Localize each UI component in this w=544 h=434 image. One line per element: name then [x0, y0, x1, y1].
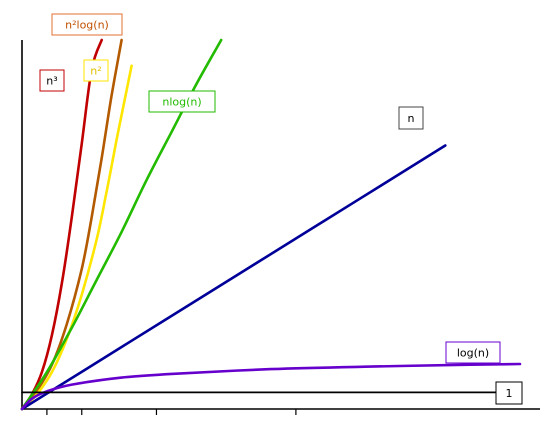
series-line-log-n	[20, 362, 522, 411]
label-text-n3: n³	[46, 75, 57, 88]
label-nlog-n: nlog(n)	[148, 90, 216, 113]
label-log-n: log(n)	[445, 341, 501, 364]
series-line-n2log-n	[20, 38, 123, 411]
label-box-1	[495, 381, 523, 405]
series-line-n2	[20, 64, 133, 411]
label-n: n	[398, 106, 424, 130]
series-lines	[20, 38, 522, 411]
label-text-nlog-n: nlog(n)	[162, 96, 201, 109]
label-1: 1	[495, 381, 523, 405]
axes	[21, 40, 540, 410]
label-box-nlog-n	[148, 90, 216, 113]
label-box-n3	[39, 69, 65, 92]
x-axis-ticks	[46, 409, 297, 415]
label-n2: n²	[83, 59, 109, 82]
label-text-n2log-n: n²log(n)	[65, 19, 109, 32]
label-n3: n³	[39, 69, 65, 92]
label-text-1: 1	[506, 387, 513, 400]
series-line-n	[20, 144, 447, 411]
label-n2log-n: n²log(n)	[51, 13, 123, 36]
label-text-n2: n²	[90, 65, 101, 78]
label-text-n: n	[408, 112, 415, 125]
label-box-n2	[83, 59, 109, 82]
label-box-log-n	[445, 341, 501, 364]
label-text-log-n: log(n)	[457, 347, 489, 360]
label-box-n	[398, 106, 424, 130]
label-box-n2log-n	[51, 13, 123, 36]
